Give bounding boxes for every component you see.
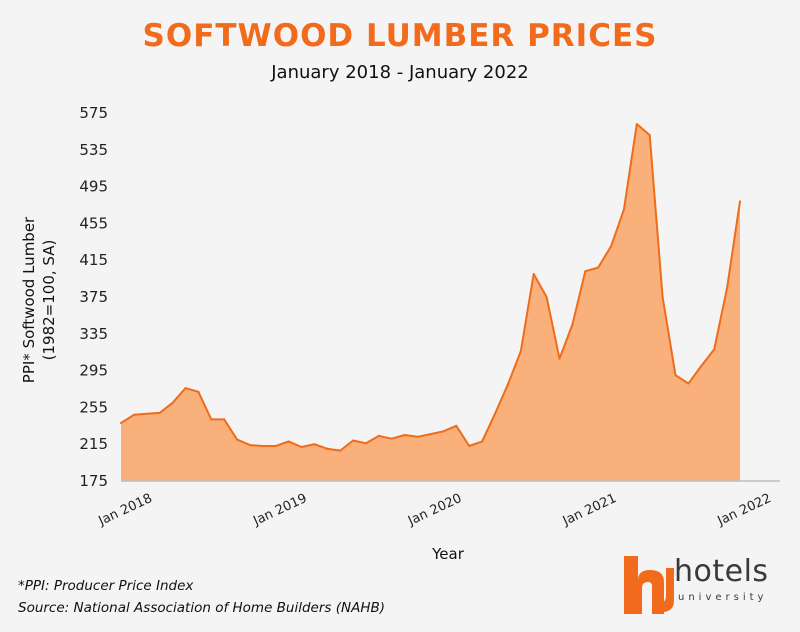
x-tick-label: Jan 2018 [96, 491, 155, 529]
data-point [442, 430, 445, 433]
footnote-source: Source: National Association of Home Bui… [18, 600, 386, 616]
data-point [506, 383, 509, 386]
data-point [171, 401, 174, 404]
area-fill [121, 124, 740, 481]
data-point [468, 445, 471, 448]
data-point [648, 134, 651, 137]
x-tick-label: Jan 2021 [560, 491, 619, 529]
logo-mark-icon [624, 556, 674, 614]
data-point [236, 438, 239, 441]
data-point [455, 424, 458, 427]
data-point [429, 433, 432, 436]
x-axis-label: Year [431, 545, 465, 563]
data-point [532, 273, 535, 275]
data-point [519, 350, 522, 353]
x-axis-ticks: Jan 2018 Jan 2019 Jan 2020 Jan 2021 Jan 2022 [96, 491, 774, 529]
y-tick-label: 215 [79, 435, 108, 453]
data-point [739, 200, 741, 203]
data-points [120, 123, 741, 452]
logo-word: hotels [674, 554, 769, 589]
y-tick-label: 495 [79, 178, 108, 196]
data-point [610, 245, 613, 248]
data-point [248, 444, 251, 447]
data-point [313, 443, 316, 446]
data-point [300, 445, 303, 448]
y-tick-label: 455 [79, 214, 108, 232]
data-point [687, 382, 690, 385]
chart-title: SOFTWOOD LUMBER PRICES [142, 18, 658, 54]
logo-subtitle: university [678, 592, 768, 603]
data-point [635, 123, 638, 126]
data-point [352, 439, 355, 442]
data-point [403, 434, 406, 436]
data-point [184, 387, 187, 390]
y-tick-label: 295 [79, 362, 108, 380]
data-point [571, 323, 574, 326]
data-point [674, 374, 677, 377]
y-tick-label: 335 [79, 325, 108, 343]
data-point [377, 434, 380, 437]
data-point [223, 418, 226, 421]
data-point [158, 411, 161, 414]
data-point [287, 440, 290, 443]
data-point [622, 208, 625, 211]
data-point [210, 418, 213, 421]
data-point [597, 266, 600, 269]
y-tick-label: 415 [79, 251, 108, 269]
data-point [700, 365, 703, 367]
data-point [416, 435, 419, 438]
x-tick-label: Jan 2020 [405, 491, 464, 529]
chart-subtitle: January 2018 - January 2022 [271, 62, 529, 83]
data-point [558, 357, 561, 360]
data-point [197, 390, 200, 393]
y-axis-label-line-1: PPI* Softwood Lumber [20, 216, 38, 383]
data-point [261, 445, 264, 448]
data-point [713, 348, 716, 351]
data-point [726, 286, 729, 289]
data-point [132, 413, 135, 416]
x-tick-label: Jan 2019 [250, 491, 309, 529]
hotels-university-logo: hotels university [616, 548, 786, 618]
data-point [274, 445, 277, 448]
y-tick-label: 175 [79, 472, 108, 490]
y-tick-label: 535 [79, 141, 108, 159]
data-point [365, 442, 368, 445]
y-tick-label: 255 [79, 398, 108, 416]
data-point [390, 437, 393, 440]
data-point [493, 412, 496, 415]
data-point [326, 447, 329, 450]
data-point [120, 422, 122, 425]
y-tick-label: 575 [79, 104, 108, 122]
y-axis-ticks: 175 215 255 295 335 375 415 455 495 535 575 [79, 104, 108, 490]
data-point [584, 270, 587, 273]
x-tick-label: Jan 2022 [715, 491, 774, 529]
y-axis-label-line-2: (1982=100, SA) [40, 240, 58, 361]
data-point [661, 296, 664, 298]
y-tick-label: 375 [79, 288, 108, 306]
data-point [481, 440, 484, 443]
data-point [339, 449, 342, 452]
data-point [145, 412, 148, 415]
footnote-ppi: *PPI: Producer Price Index [18, 578, 194, 594]
data-point [545, 296, 548, 298]
